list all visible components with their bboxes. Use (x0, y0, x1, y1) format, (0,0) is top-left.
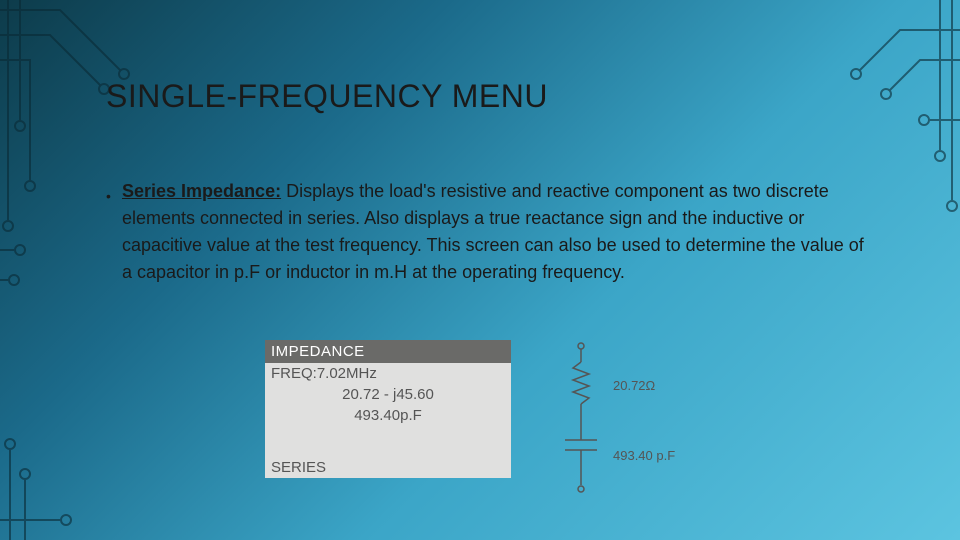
resistor-label: 20.72Ω (613, 378, 655, 393)
screen-line-freq: FREQ:7.02MHz (265, 363, 511, 384)
bullet-item: Series Impedance: Displays the load's re… (106, 178, 866, 286)
impedance-screen: IMPEDANCE FREQ:7.02MHz 20.72 - j45.60 49… (265, 340, 511, 478)
circuit-deco-bottomleft (0, 410, 120, 540)
page-title: SINGLE-FREQUENCY MENU (106, 78, 548, 115)
series-circuit-diagram: 20.72Ω 493.40 p.F (541, 340, 691, 500)
screen-line-c: 493.40p.F (265, 405, 511, 426)
screen-line-z: 20.72 - j45.60 (265, 384, 511, 405)
content-block: Series Impedance: Displays the load's re… (106, 178, 866, 286)
figure: IMPEDANCE FREQ:7.02MHz 20.72 - j45.60 49… (265, 340, 725, 510)
screen-header: IMPEDANCE (265, 340, 511, 363)
bullet-dot-icon (106, 188, 112, 286)
capacitor-label: 493.40 p.F (613, 448, 675, 463)
circuit-svg (541, 340, 691, 505)
slide: SINGLE-FREQUENCY MENU Series Impedance: … (0, 0, 960, 540)
bullet-text: Series Impedance: Displays the load's re… (122, 178, 866, 286)
screen-footer: SERIES (265, 457, 511, 478)
bullet-lead: Series Impedance: (122, 181, 281, 201)
